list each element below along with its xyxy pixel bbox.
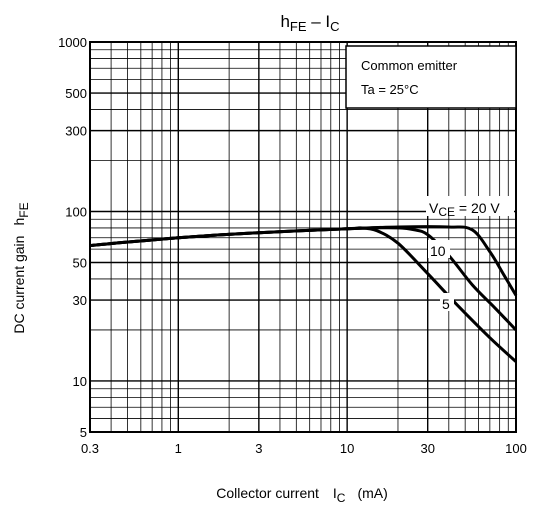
- curves: [89, 225, 518, 363]
- series-label-10-bg: [428, 240, 450, 258]
- x-tick-label: 10: [340, 441, 354, 456]
- chart-title: hFE – IC: [280, 12, 339, 34]
- series-line-vce-5: [89, 226, 518, 363]
- condition-line-1: Common emitter: [361, 58, 458, 73]
- y-tick-label: 300: [65, 124, 87, 139]
- y-tick-label: 50: [73, 256, 87, 271]
- series-label-10: 10: [430, 243, 446, 259]
- x-tick-labels: 0.3 1 3 10 30 100: [81, 441, 527, 456]
- series-label-20: VCE = 20 V: [429, 200, 500, 219]
- y-tick-label: 100: [65, 204, 87, 219]
- x-tick-label: 100: [505, 441, 527, 456]
- series-label-5: 5: [442, 296, 450, 312]
- y-axis-label: DC current gainhFE: [11, 202, 31, 333]
- y-tick-label: 1000: [58, 35, 87, 50]
- x-axis-label: Collector current IC (mA): [216, 485, 388, 505]
- series-label-20-bg: [426, 196, 514, 216]
- y-tick-label: 10: [73, 374, 87, 389]
- y-tick-label: 500: [65, 86, 87, 101]
- condition-line-2: Ta = 25°C: [361, 82, 419, 97]
- y-tick-label: 5: [80, 425, 87, 440]
- x-tick-label: 3: [255, 441, 262, 456]
- x-tick-label: 30: [420, 441, 434, 456]
- series-labels: VCE = 20 V 10 5: [426, 196, 514, 312]
- x-tick-label: 1: [175, 441, 182, 456]
- plot-frame: [89, 41, 517, 433]
- condition-box: [345, 45, 517, 109]
- series-label-5-bg: [440, 293, 454, 311]
- y-tick-label: 30: [73, 293, 87, 308]
- x-tick-label: 0.3: [81, 441, 99, 456]
- y-tick-labels: 5 10 30 50 100 300 500 1000: [58, 35, 87, 440]
